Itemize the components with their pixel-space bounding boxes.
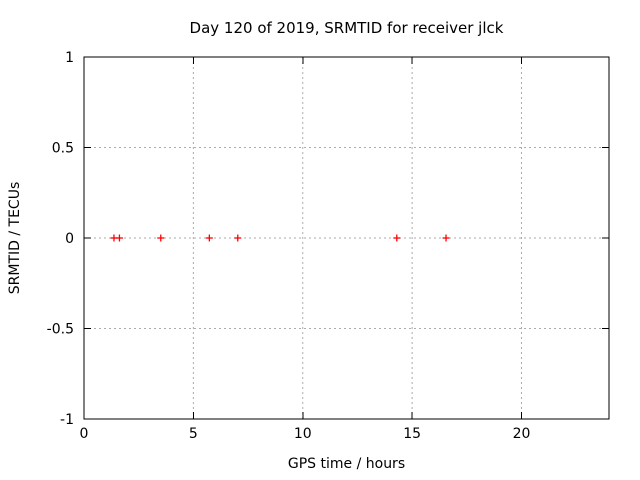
x-tick-label: 20 (513, 426, 531, 442)
y-tick-label: -1 (60, 412, 74, 428)
x-axis-label: GPS time / hours (287, 456, 406, 472)
x-tick-label: 15 (403, 426, 421, 442)
plot-border (83, 56, 610, 420)
chart-title: Day 120 of 2019, SRMTID for receiver jlc… (189, 19, 504, 37)
x-tick-label: 0 (80, 426, 89, 442)
y-tick-label: 0 (65, 231, 74, 247)
x-tick-label: 10 (294, 426, 312, 442)
y-tick-label: 1 (65, 50, 74, 66)
x-tick-label: 5 (189, 426, 198, 442)
y-tick-label: -0.5 (47, 322, 74, 338)
y-tick-label: 0.5 (52, 141, 74, 157)
